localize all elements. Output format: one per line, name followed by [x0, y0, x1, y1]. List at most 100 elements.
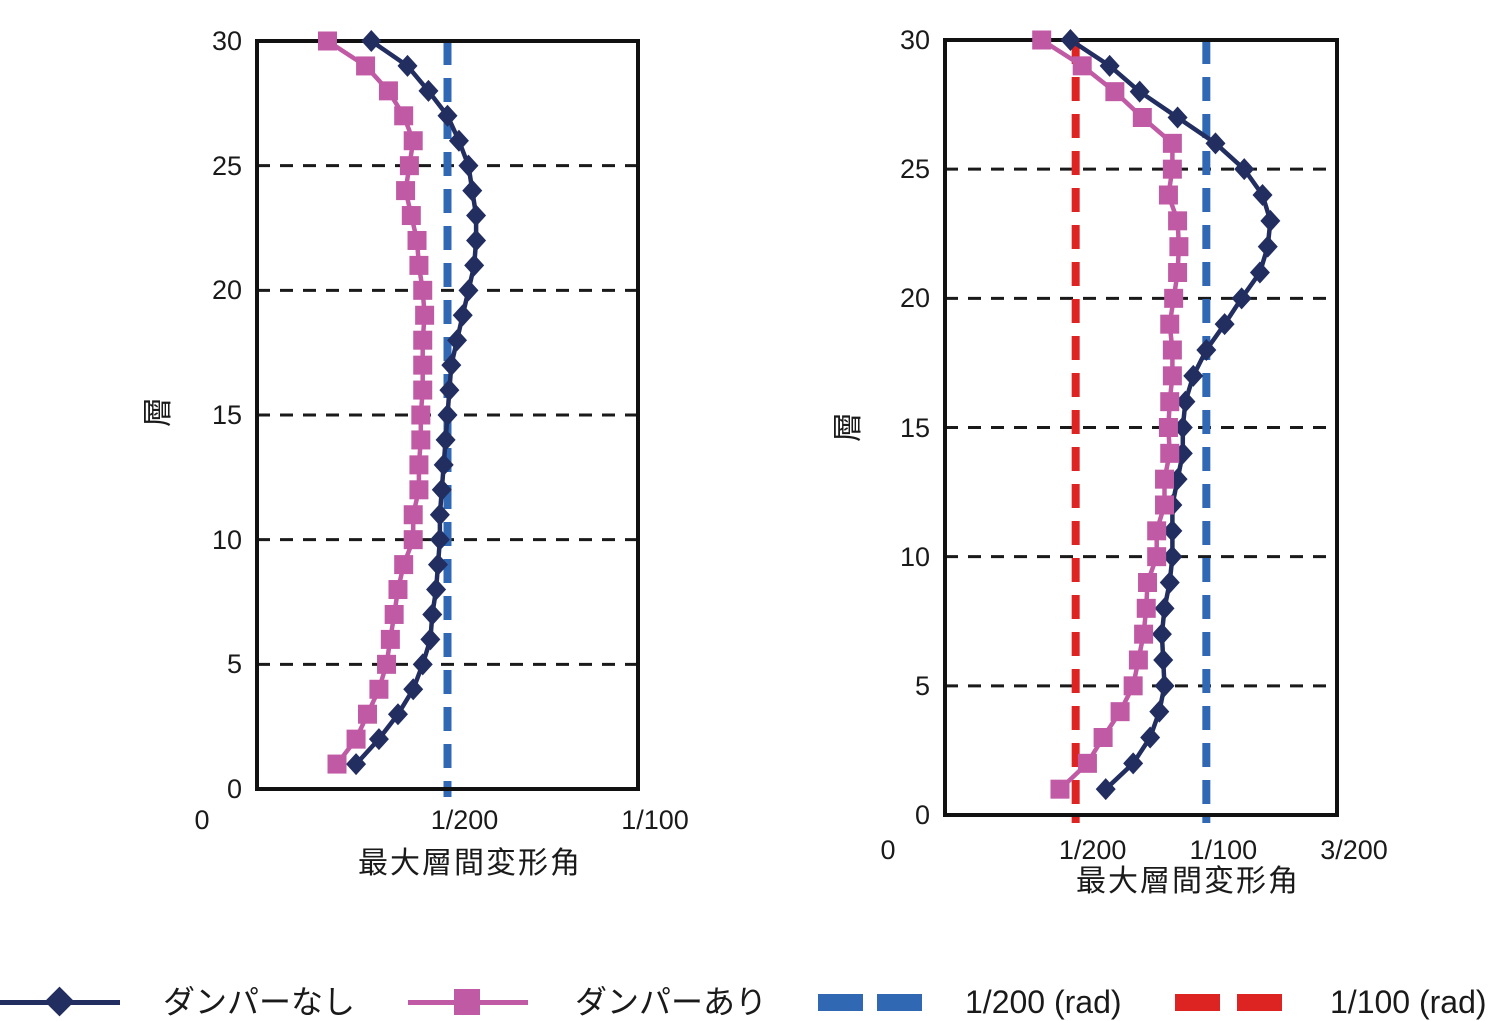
data-marker — [413, 280, 433, 300]
data-marker — [1072, 56, 1092, 76]
data-marker — [1050, 779, 1070, 799]
data-marker — [429, 528, 450, 551]
data-marker — [407, 230, 427, 250]
x-tick-label: 1/100 — [621, 805, 689, 835]
legend-label-no-damper: ダンパーなし — [163, 984, 356, 1020]
data-marker — [1158, 418, 1178, 437]
legend-label-1-100: 1/100 (rad) — [1330, 984, 1487, 1020]
y-tick-label: 20 — [899, 283, 930, 314]
y-tick-label: 20 — [211, 275, 242, 306]
plot-background — [945, 40, 1337, 823]
y-tick-label: 10 — [899, 541, 930, 572]
blue-dash-icon — [818, 994, 863, 1011]
data-marker — [1168, 211, 1188, 231]
data-marker — [1160, 392, 1180, 412]
data-marker — [1138, 573, 1158, 592]
data-marker — [1205, 132, 1226, 155]
data-marker — [1032, 30, 1052, 50]
data-marker — [1160, 443, 1180, 463]
data-marker — [1077, 753, 1097, 773]
data-marker — [1154, 674, 1175, 697]
data-marker — [346, 753, 367, 776]
y-tick-label: 5 — [226, 649, 242, 680]
data-marker — [378, 81, 398, 101]
data-marker — [1123, 752, 1144, 775]
data-marker — [361, 30, 382, 52]
data-marker — [1164, 288, 1184, 308]
x-axis-title: 最大層間変形角 — [1076, 865, 1300, 898]
data-marker — [1167, 106, 1188, 129]
data-marker — [403, 530, 423, 550]
data-marker — [409, 455, 429, 475]
data-marker — [1252, 184, 1273, 206]
data-marker — [346, 729, 366, 749]
plot-series — [1032, 29, 1281, 801]
data-marker — [458, 154, 479, 177]
data-marker — [1162, 133, 1182, 153]
plot-series — [317, 30, 487, 776]
data-marker — [1154, 597, 1175, 620]
data-marker — [437, 404, 458, 426]
data-marker — [427, 553, 448, 576]
legend-label-1-200: 1/200 (rad) — [965, 984, 1122, 1020]
data-marker — [1099, 54, 1120, 77]
data-marker — [403, 678, 424, 701]
y-tick-label: 0 — [914, 800, 930, 830]
data-marker — [394, 106, 414, 126]
data-marker — [1234, 158, 1255, 181]
data-marker — [1060, 29, 1081, 51]
y-tick-label: 30 — [899, 25, 930, 55]
data-marker — [1155, 495, 1175, 515]
data-marker — [1159, 571, 1180, 594]
data-marker — [1128, 650, 1148, 670]
data-marker — [1105, 82, 1125, 102]
data-marker — [418, 79, 439, 102]
data-marker — [411, 405, 431, 425]
data-marker — [448, 129, 469, 152]
data-marker — [458, 279, 479, 302]
square-marker-icon — [454, 989, 480, 1015]
data-marker — [1151, 623, 1172, 646]
data-marker — [1162, 366, 1182, 386]
x-tick-label: 1/100 — [1189, 835, 1258, 865]
data-marker — [412, 653, 433, 676]
x-tick-label: 1/200 — [430, 805, 499, 835]
data-marker — [1257, 235, 1278, 258]
data-marker — [1169, 237, 1189, 257]
red-dash-icon — [1175, 994, 1220, 1011]
data-marker — [466, 229, 487, 252]
data-marker — [397, 54, 418, 77]
data-marker — [1110, 702, 1130, 722]
data-marker — [1183, 364, 1204, 387]
data-marker — [435, 428, 456, 451]
data-marker — [1196, 339, 1217, 361]
data-marker — [1134, 624, 1154, 644]
data-marker — [1249, 261, 1270, 284]
data-marker — [317, 31, 337, 51]
data-marker — [387, 703, 408, 726]
y-tick-label: 30 — [211, 26, 242, 56]
data-marker — [1132, 108, 1152, 127]
data-marker — [1214, 313, 1235, 336]
y-tick-label: 15 — [899, 412, 930, 443]
data-marker — [466, 204, 487, 227]
data-marker — [399, 156, 419, 176]
data-marker — [377, 654, 397, 674]
x-tick-label: 0 — [880, 835, 896, 865]
x-tick-label: 1/200 — [1058, 835, 1127, 865]
data-marker — [1136, 598, 1156, 618]
data-marker — [1140, 726, 1161, 749]
diamond-marker-icon — [44, 986, 75, 1017]
y-tick-label: 5 — [914, 670, 930, 701]
data-marker — [441, 354, 462, 377]
x-axis-title: 最大層間変形角 — [358, 847, 582, 880]
blue-dash-icon — [877, 994, 922, 1011]
data-marker — [1231, 287, 1252, 310]
data-marker — [462, 179, 483, 202]
data-marker — [384, 604, 404, 624]
data-marker — [411, 430, 431, 450]
data-marker — [1123, 676, 1143, 696]
data-marker — [1149, 700, 1170, 723]
data-marker — [464, 254, 485, 277]
